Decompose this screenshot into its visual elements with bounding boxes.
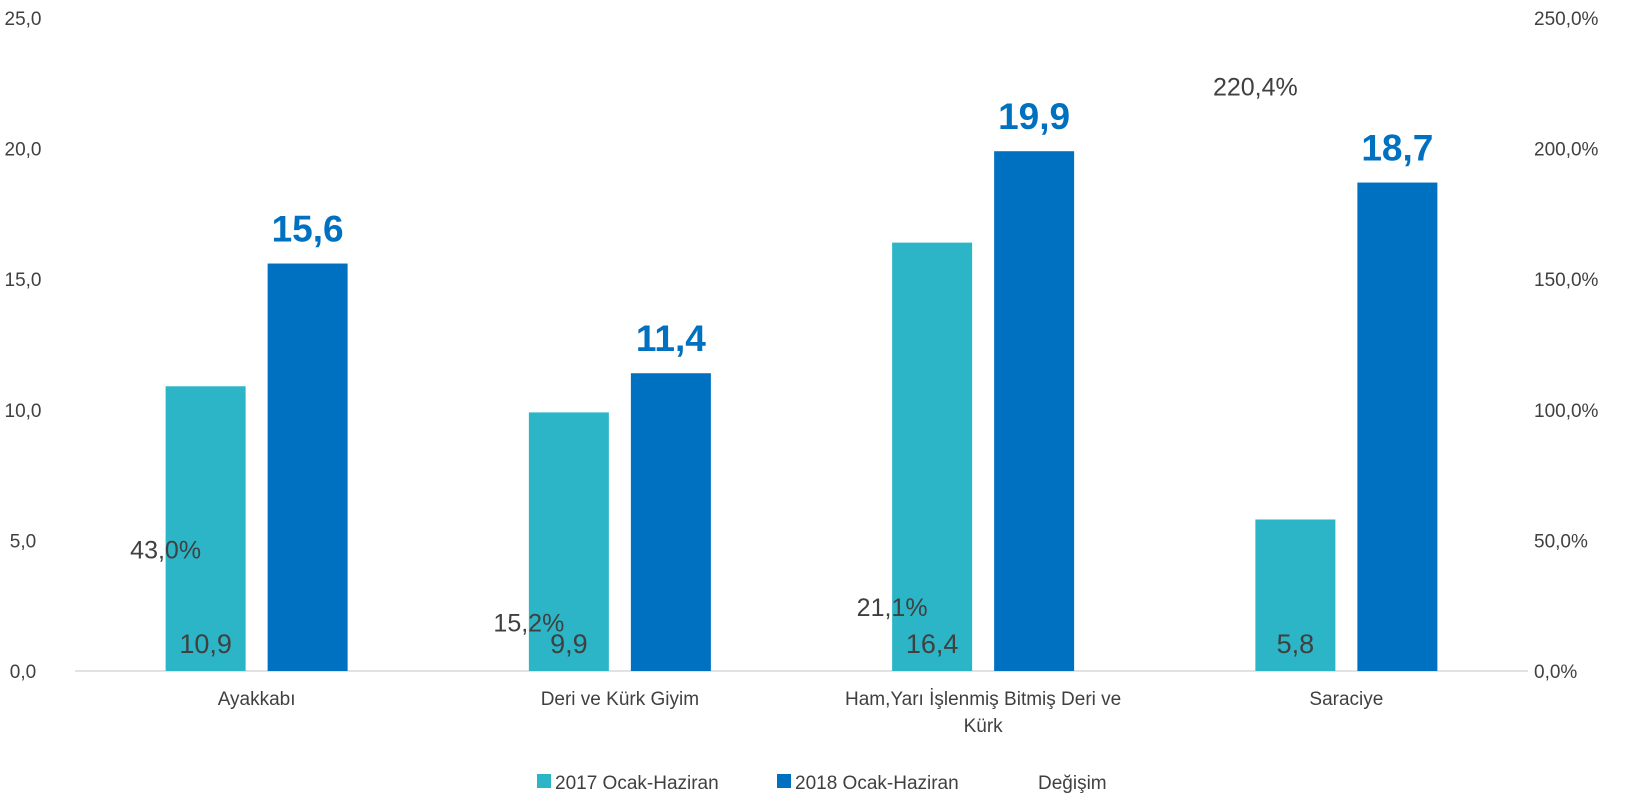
data-label-2017: 5,8 [1277, 629, 1315, 659]
data-label-2018: 18,7 [1361, 128, 1433, 169]
data-label-change: 15,2% [493, 609, 564, 637]
secondary-y-axis: 0,0% 50,0% 100,0% 150,0% 200,0% 250,0% [1534, 9, 1599, 683]
bar-2018 [994, 151, 1075, 671]
data-label-2017: 9,9 [550, 629, 588, 659]
bar-2017 [528, 412, 609, 671]
y-tick-label: 5,0 [10, 531, 36, 552]
y-tick-label: 0,0 [10, 662, 36, 683]
data-label-2018: 15,6 [272, 209, 344, 250]
category-label: Ham,Yarı İşlenmiş Bitmiş Deri ve [845, 689, 1121, 710]
data-labels: 10,9 15,6 43,0% 9,9 11,4 15,2% 16,4 19,9 21,1% 5,… [130, 73, 1433, 659]
data-label-change: 21,1% [857, 594, 928, 622]
y-tick-label: 15,0 [5, 270, 42, 291]
y-tick-label: 25,0 [5, 9, 42, 30]
category-label: Deri ve Kürk Giyim [541, 689, 699, 710]
bars [165, 151, 1438, 671]
bar-2018 [267, 263, 348, 671]
category-label: Kürk [964, 716, 1004, 737]
legend-label-2018: 2018 Ocak-Haziran [795, 773, 959, 794]
legend-swatch-2017 [537, 774, 551, 788]
bar-2018 [630, 373, 711, 671]
data-label-2017: 16,4 [906, 629, 959, 659]
y-tick-label: 10,0 [5, 401, 42, 422]
y-axis: 0,0 5,0 10,0 15,0 20,0 25,0 [5, 9, 42, 683]
data-label-change: 43,0% [130, 537, 201, 565]
category-label: Saraciye [1309, 689, 1383, 710]
bar-2018 [1357, 182, 1438, 671]
bar-2017 [165, 386, 246, 671]
data-label-change: 220,4% [1213, 73, 1298, 101]
legend: 2017 Ocak-Haziran 2018 Ocak-Haziran Değişi… [537, 773, 1107, 794]
data-label-2018: 11,4 [636, 318, 706, 359]
category-label: Ayakkabı [218, 689, 296, 710]
y2-tick-label: 50,0% [1534, 531, 1588, 552]
legend-label-2017: 2017 Ocak-Haziran [555, 773, 719, 794]
bar-2017 [892, 242, 973, 671]
x-axis-labels: Ayakkabı Deri ve Kürk Giyim Ham,Yarı İşlen… [218, 689, 1384, 737]
y-tick-label: 20,0 [5, 140, 42, 161]
y2-tick-label: 200,0% [1534, 140, 1599, 161]
legend-label-change: Değişim [1038, 773, 1107, 794]
bar-2017 [1255, 519, 1336, 671]
y2-tick-label: 250,0% [1534, 9, 1599, 30]
legend-swatch-2018 [777, 774, 791, 788]
y2-tick-label: 100,0% [1534, 401, 1599, 422]
data-label-2018: 19,9 [998, 96, 1070, 137]
y2-tick-label: 0,0% [1534, 662, 1577, 683]
y2-tick-label: 150,0% [1534, 270, 1599, 291]
data-label-2017: 10,9 [179, 629, 232, 659]
